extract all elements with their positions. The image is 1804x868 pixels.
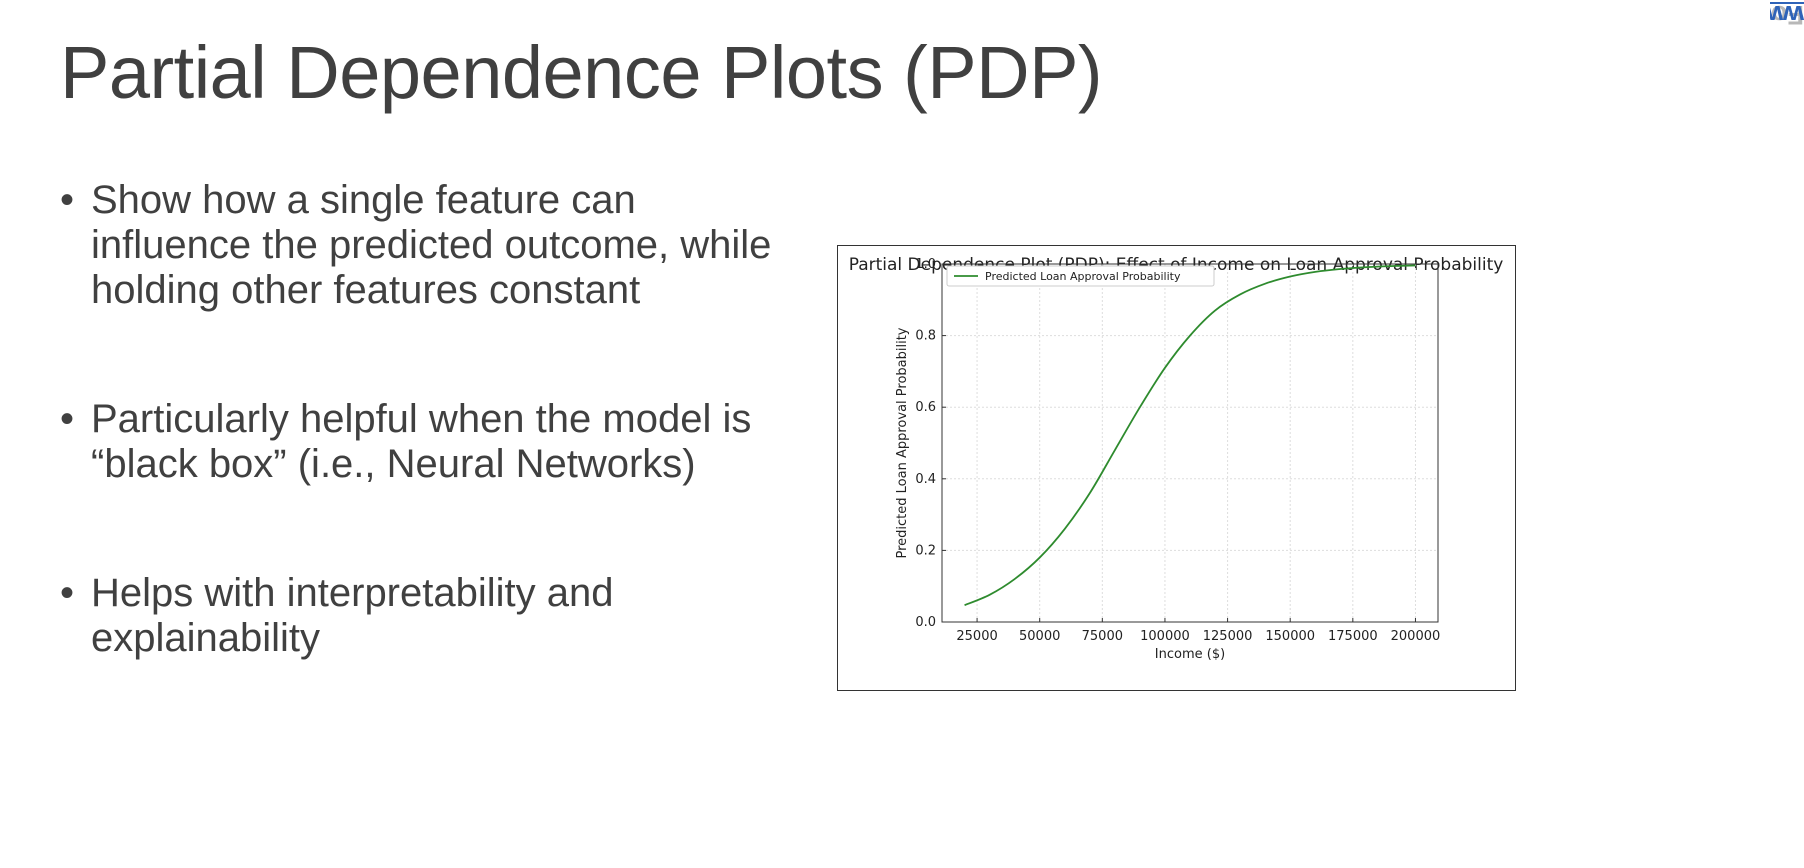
y-tick-label: 0.0 bbox=[915, 615, 936, 630]
x-tick-label: 175000 bbox=[1328, 629, 1378, 644]
y-axis-label: Predicted Loan Approval Probability bbox=[895, 327, 910, 558]
legend-box bbox=[946, 265, 1215, 287]
y-tick-label: 0.4 bbox=[915, 472, 936, 487]
x-tick-label: 125000 bbox=[1203, 629, 1253, 644]
x-tick-label: 200000 bbox=[1391, 629, 1441, 644]
x-tick-label: 150000 bbox=[1265, 629, 1315, 644]
axis-ticks: 25000 50000 75000 100000 125000 150000 175000 2… bbox=[915, 257, 1440, 644]
pdp-chart: Partial Dependence Plot (PDP): Effect of… bbox=[837, 245, 1516, 691]
x-axis-label: Income ($) bbox=[1155, 647, 1225, 662]
x-tick-label: 50000 bbox=[1019, 629, 1060, 644]
slide-title: Partial Dependence Plots (PDP) bbox=[60, 31, 1103, 114]
bullet-item: Particularly helpful when the model is “… bbox=[60, 397, 800, 487]
x-tick-label: 100000 bbox=[1140, 629, 1190, 644]
copyright-watermark: For Distribution © Stephane Maarek www.d… bbox=[1770, 0, 1804, 868]
x-tick-label: 75000 bbox=[1082, 629, 1123, 644]
y-tick-label: 1.0 bbox=[915, 257, 936, 272]
bullet-list: Show how a single feature can influence … bbox=[60, 178, 800, 661]
series-line-loan-approval bbox=[964, 264, 1416, 607]
chart-legend: Predicted Loan Approval Probability bbox=[946, 265, 1215, 287]
y-tick-label: 0.8 bbox=[915, 329, 936, 344]
pdp-chart-svg: Partial Dependence Plot (PDP): Effect of… bbox=[849, 255, 1504, 662]
grid-lines bbox=[942, 263, 1438, 623]
plot-area bbox=[941, 263, 1439, 623]
legend-label: Predicted Loan Approval Probability bbox=[985, 270, 1181, 283]
watermark-link[interactable]: www.datacumulus.com bbox=[1770, 0, 1804, 30]
bullet-item: Show how a single feature can influence … bbox=[60, 178, 800, 313]
y-tick-label: 0.2 bbox=[915, 543, 936, 558]
bullet-item: Helps with interpretability and explaina… bbox=[60, 571, 800, 661]
y-tick-label: 0.6 bbox=[915, 400, 936, 415]
x-tick-label: 25000 bbox=[956, 629, 997, 644]
